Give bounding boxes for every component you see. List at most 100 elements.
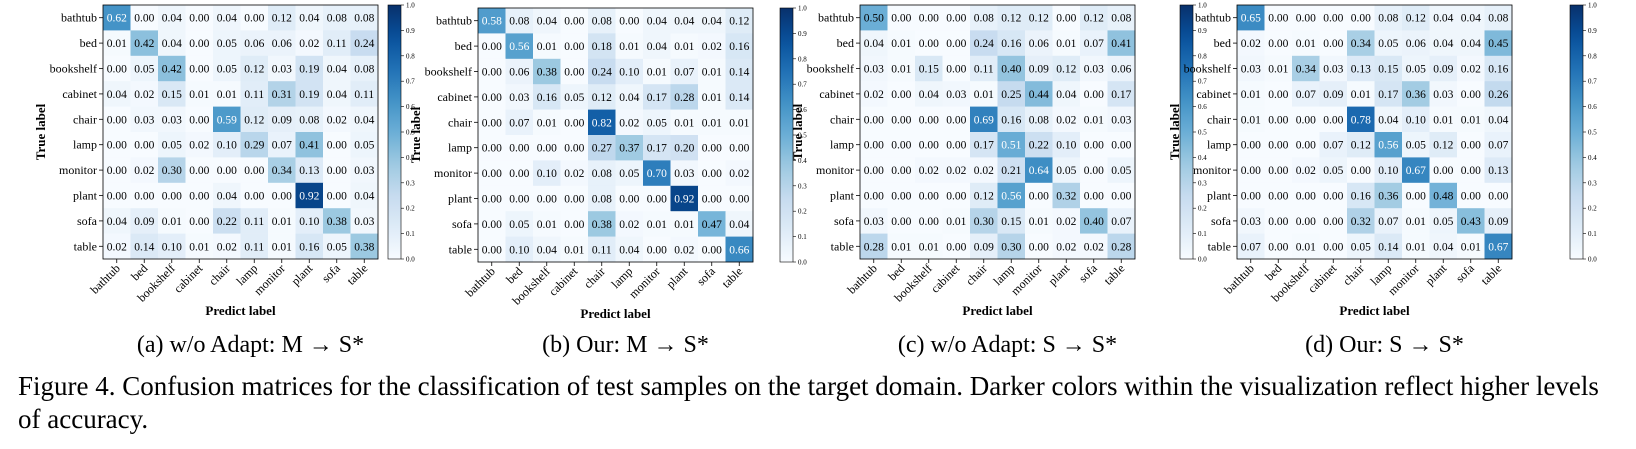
cell-value-label: 0.01 [674, 41, 694, 53]
y-tick-label: bathtub [61, 11, 97, 25]
heatmap-cell [643, 84, 671, 110]
cell-value-label: 0.08 [592, 16, 612, 28]
heatmap-cell [942, 182, 971, 209]
y-tick-label: bookshelf [1184, 62, 1231, 76]
heatmap-cell [915, 157, 943, 184]
heatmap-cell [698, 135, 726, 161]
heatmap-cell [1402, 5, 1430, 31]
heatmap-cell [1107, 208, 1136, 234]
colorbar-tick-label: 0.1 [1198, 230, 1207, 238]
heatmap-cell [615, 33, 644, 60]
cell-value-label: 0.08 [592, 194, 612, 206]
cell-value-label: 0.01 [1461, 241, 1481, 253]
cell-value-label: 0.04 [864, 38, 884, 50]
heatmap-cell [1292, 182, 1320, 209]
x-tick-label: table [1478, 261, 1504, 287]
heatmap-cell [295, 106, 324, 133]
cell-value-label: 0.20 [674, 143, 694, 155]
cell-value-label: 0.00 [482, 41, 502, 53]
cell-value-label: 0.15 [919, 64, 939, 76]
heatmap-cell [670, 160, 699, 187]
cell-value-label: 0.08 [299, 114, 319, 126]
cell-value-label: 0.00 [647, 194, 667, 206]
cell-value-label: 0.14 [729, 92, 749, 104]
cell-value-label: 0.00 [564, 194, 584, 206]
heatmap-cell [1429, 233, 1458, 260]
x-axis-label: Predict label [580, 306, 651, 321]
cell-value-label: 0.00 [189, 13, 209, 25]
cell-value-label: 0.01 [619, 41, 639, 53]
heatmap-cell [643, 58, 671, 85]
heatmap-cell [560, 33, 589, 60]
cell-value-label: 0.03 [354, 165, 374, 177]
cell-value-label: 0.01 [564, 244, 584, 256]
cell-value-label: 0.01 [729, 117, 749, 129]
heatmap-cell [915, 132, 943, 158]
cell-value-label: 0.00 [919, 191, 939, 203]
heatmap-cell [615, 185, 644, 212]
cell-value-label: 0.00 [891, 89, 911, 101]
colorbar-tick-label: 0.9 [1198, 27, 1207, 35]
heatmap-cell [1319, 106, 1348, 133]
cell-value-label: 0.00 [1029, 191, 1049, 203]
cell-value-label: 0.05 [1351, 241, 1371, 253]
cell-value-label: 0.06 [244, 38, 264, 50]
heatmap-cell [478, 8, 506, 34]
cell-value-label: 0.11 [592, 244, 612, 256]
cell-value-label: 0.11 [974, 64, 994, 76]
heatmap-cell [1374, 30, 1403, 57]
heatmap-cell [185, 5, 214, 31]
colorbar-tick-label: 0.5 [798, 132, 807, 140]
heatmap-cell [560, 236, 589, 263]
heatmap-cell [1402, 208, 1430, 234]
cell-value-label: 0.10 [619, 67, 639, 79]
cell-value-label: 0.34 [1296, 64, 1316, 76]
cell-value-label: 0.01 [1296, 241, 1316, 253]
y-tick-label: sofa [1211, 214, 1232, 228]
figure-caption-label: Figure 4. [18, 371, 116, 401]
cell-value-label: 0.03 [1433, 89, 1453, 101]
heatmap-cell [295, 182, 324, 209]
heatmap-cell [185, 132, 214, 158]
cell-value-label: 0.36 [1406, 89, 1426, 101]
cell-value-label: 0.00 [482, 92, 502, 104]
heatmap-cell [533, 185, 561, 212]
cell-value-label: 0.00 [919, 38, 939, 50]
cell-value-label: 0.06 [509, 67, 529, 79]
y-tick-label: lamp [448, 141, 472, 155]
cell-value-label: 0.00 [1111, 191, 1131, 203]
cell-value-label: 0.67 [1488, 241, 1508, 253]
cell-value-label: 0.01 [1241, 114, 1261, 126]
heatmap-cell [997, 81, 1026, 107]
confusion-matrix-panel: 0.58 0.08 0.04 0.00 0.08 0.00 0.04 0.04 0.04 0.12… [408, 5, 807, 359]
cell-value-label: 0.00 [244, 165, 264, 177]
cell-value-label: 0.00 [1323, 13, 1343, 25]
cell-value-label: 0.10 [162, 241, 182, 253]
heatmap-cell [158, 208, 186, 234]
y-tick-label: cabinet [437, 90, 472, 104]
cell-value-label: 0.00 [946, 241, 966, 253]
cell-value-label: 0.62 [107, 13, 127, 25]
heatmap-cell [860, 106, 888, 133]
heatmap-cell [1319, 55, 1348, 82]
cell-value-label: 0.00 [919, 216, 939, 228]
cell-value-label: 0.13 [1488, 165, 1508, 177]
cell-value-label: 0.02 [946, 165, 966, 177]
heatmap-cell [240, 81, 269, 107]
heatmap-cell [295, 30, 324, 57]
heatmap-cell [478, 109, 506, 136]
heatmap-cell [887, 208, 916, 234]
heatmap-cell [725, 84, 754, 110]
heatmap-cell [1264, 81, 1293, 107]
colorbar-tick-label: 0.2 [1198, 205, 1207, 213]
cell-value-label: 0.00 [1323, 38, 1343, 50]
heatmap-cell [1237, 30, 1265, 57]
cell-value-label: 0.02 [189, 140, 209, 152]
cell-value-label: 0.01 [891, 64, 911, 76]
heatmap-cell [1374, 157, 1403, 184]
y-tick-label: bed [80, 36, 97, 50]
heatmap-cell [478, 160, 506, 187]
heatmap-cell [1484, 157, 1513, 184]
cell-value-label: 0.12 [244, 64, 264, 76]
cell-value-label: 0.04 [619, 244, 639, 256]
